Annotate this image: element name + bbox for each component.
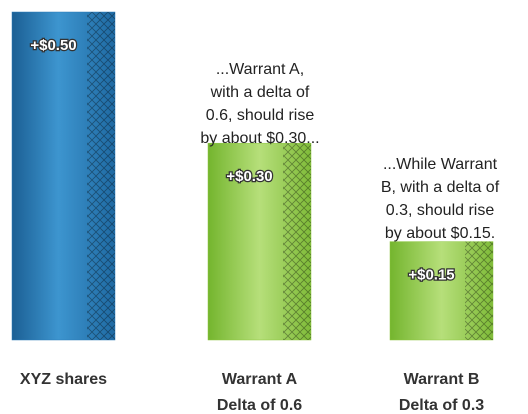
annotation: 0.6, should rise <box>206 107 315 124</box>
category-sublabel: Delta of 0.3 <box>399 397 484 414</box>
annotation: 0.3, should rise <box>386 202 495 219</box>
category-sublabel: Delta of 0.6 <box>217 397 302 414</box>
category-label: Warrant B <box>404 371 480 388</box>
annotation: by about $0.15. <box>385 225 495 242</box>
annotation: by about $0.30... <box>200 130 319 147</box>
annotation: ...While Warrant <box>383 156 498 173</box>
bar-hatch <box>87 12 115 340</box>
category-label: Warrant A <box>222 371 298 388</box>
value-label: +$0.50 <box>30 37 76 54</box>
value-label: +$0.15 <box>408 267 454 284</box>
value-label: +$0.30 <box>226 168 272 185</box>
annotation: B, with a delta of <box>381 179 500 196</box>
category-label: XYZ shares <box>20 371 107 388</box>
bar-hatch <box>465 241 493 340</box>
bar-hatch <box>283 143 311 340</box>
annotation: ...Warrant A, <box>216 61 304 78</box>
annotation: with a delta of <box>210 84 310 101</box>
